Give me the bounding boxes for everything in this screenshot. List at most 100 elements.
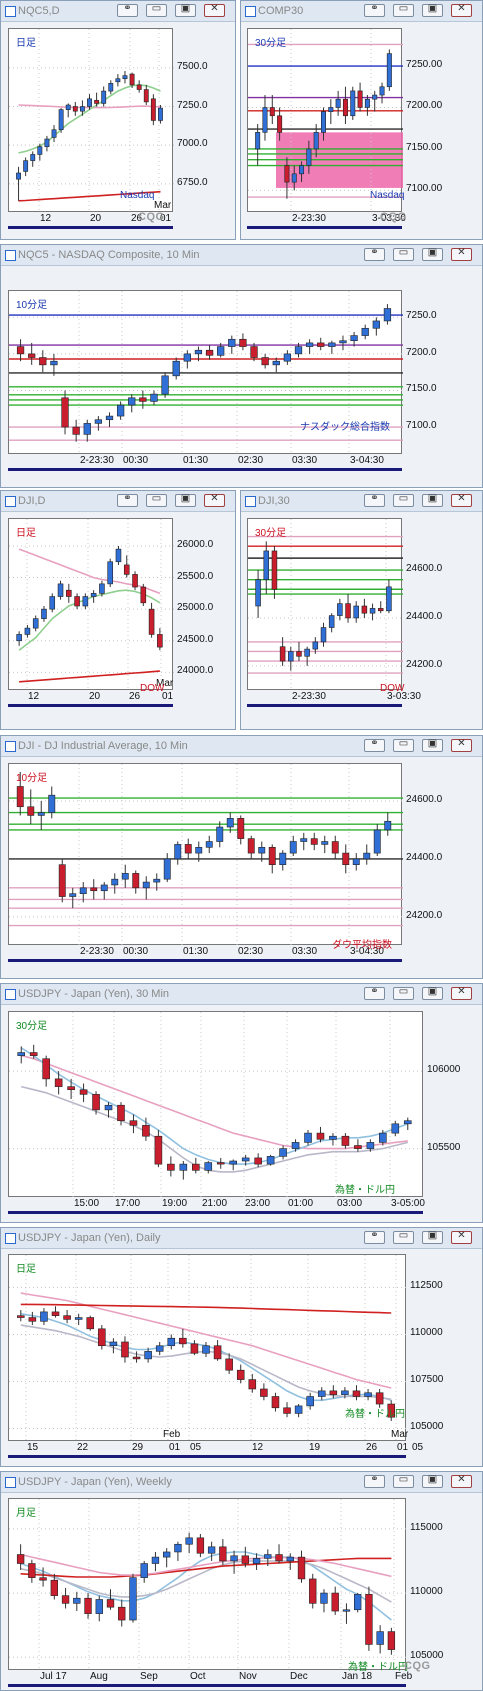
link-icon[interactable]: ⚭ (364, 247, 385, 261)
candle (185, 1537, 193, 1545)
candle (277, 115, 283, 133)
time-scrollbar[interactable] (8, 226, 173, 229)
candle (241, 1157, 250, 1162)
y-tick-label: 106000 (427, 1064, 461, 1076)
maximize-button[interactable]: ▣ (422, 1230, 443, 1244)
close-button[interactable]: ✕ (451, 738, 472, 752)
candle (99, 583, 105, 594)
minimize-button[interactable]: ▭ (393, 1230, 414, 1244)
candle (384, 820, 392, 831)
candle (157, 634, 163, 648)
maximize-button[interactable]: ▣ (175, 3, 196, 17)
minimize-button[interactable]: ▭ (393, 738, 414, 752)
link-icon[interactable]: ⚭ (117, 493, 138, 507)
plot-area[interactable] (247, 518, 403, 691)
title-bar[interactable]: USDJPY - Japan (Yen), Weekly ⚭ ▭ ▣ ✕ (1, 1472, 482, 1493)
plot-area[interactable] (8, 763, 403, 946)
title-bar[interactable]: COMP30 ⚭ ▭ ▣ ✕ (241, 1, 482, 22)
candle (163, 1551, 171, 1558)
close-button[interactable]: ✕ (451, 493, 472, 507)
close-button[interactable]: ✕ (451, 1474, 472, 1488)
minimize-button[interactable]: ▭ (393, 3, 414, 17)
candle (373, 829, 381, 854)
plot-area[interactable] (8, 518, 174, 691)
candle (291, 173, 297, 183)
title-bar[interactable]: DJI,30 ⚭ ▭ ▣ ✕ (241, 491, 482, 512)
time-scrollbar[interactable] (247, 226, 402, 229)
title-bar[interactable]: USDJPY - Japan (Yen), 30 Min ⚭ ▭ ▣ ✕ (1, 984, 482, 1005)
maximize-button[interactable]: ▣ (422, 986, 443, 1000)
link-icon[interactable]: ⚭ (364, 493, 385, 507)
minimize-button[interactable]: ▭ (146, 493, 167, 507)
maximize-button[interactable]: ▣ (422, 3, 443, 17)
title-bar[interactable]: USDJPY - Japan (Yen), Daily ⚭ ▭ ▣ ✕ (1, 1228, 482, 1249)
candle (16, 346, 25, 355)
time-scrollbar[interactable] (8, 704, 173, 707)
instrument-label: Nasdaq (120, 190, 155, 201)
minimize-button[interactable]: ▭ (146, 3, 167, 17)
title-bar[interactable]: NQC5 - NASDAQ Composite, 10 Min ⚭ ▭ ▣ ✕ (1, 245, 482, 266)
minimize-button[interactable]: ▭ (393, 493, 414, 507)
minimize-button[interactable]: ▭ (393, 247, 414, 261)
link-icon[interactable]: ⚭ (364, 1474, 385, 1488)
candle (23, 160, 29, 172)
candle (230, 1555, 238, 1562)
maximize-button[interactable]: ▣ (422, 493, 443, 507)
candle (143, 89, 149, 103)
candle (86, 1317, 95, 1330)
time-scrollbar[interactable] (8, 468, 402, 471)
maximize-button[interactable]: ▣ (422, 247, 443, 261)
time-scrollbar[interactable] (247, 704, 402, 707)
time-scrollbar[interactable] (8, 1684, 406, 1687)
x-tick-label: 12 (252, 1442, 264, 1453)
time-scrollbar[interactable] (8, 1211, 423, 1214)
candle (366, 1142, 375, 1149)
link-icon[interactable]: ⚭ (364, 738, 385, 752)
timeframe-label: 30分足 (255, 528, 287, 539)
maximize-button[interactable]: ▣ (175, 493, 196, 507)
timeframe-label: 30分足 (255, 38, 287, 49)
candlestick-chart (248, 29, 403, 213)
link-icon[interactable]: ⚭ (117, 3, 138, 17)
maximize-button[interactable]: ▣ (422, 1474, 443, 1488)
link-icon[interactable]: ⚭ (364, 986, 385, 1000)
candle (136, 84, 142, 90)
candle (32, 618, 39, 629)
close-button[interactable]: ✕ (451, 986, 472, 1000)
minimize-button[interactable]: ▭ (393, 986, 414, 1000)
link-icon[interactable]: ⚭ (364, 1230, 385, 1244)
plot-area[interactable] (247, 28, 403, 213)
time-scrollbar[interactable] (8, 1455, 406, 1458)
minimize-button[interactable]: ▭ (393, 1474, 414, 1488)
close-button[interactable]: ✕ (204, 3, 225, 17)
y-tick-label: 24400.0 (406, 610, 443, 622)
plot-area[interactable] (8, 28, 174, 213)
plot-area[interactable] (8, 1498, 407, 1671)
timeframe-label: 30分足 (16, 1021, 48, 1032)
close-button[interactable]: ✕ (451, 247, 472, 261)
plot-area[interactable] (8, 290, 403, 455)
x-tick-label: Nov (239, 1671, 257, 1682)
window-title: NQC5 - NASDAQ Composite, 10 Min (18, 249, 200, 261)
candle (316, 1132, 325, 1140)
close-button[interactable]: ✕ (451, 1230, 472, 1244)
x-tick-label: 2-23:30 (80, 946, 114, 957)
plot-area[interactable] (8, 1254, 407, 1442)
close-button[interactable]: ✕ (451, 3, 472, 17)
x-tick-label: 3-04:30 (350, 946, 384, 957)
y-tick-label: 25000.0 (177, 602, 214, 614)
plot-area[interactable] (8, 1011, 424, 1198)
maximize-button[interactable]: ▣ (422, 738, 443, 752)
y-tick-label: 7250.00 (406, 59, 443, 71)
time-scrollbar[interactable] (8, 959, 402, 962)
link-icon[interactable]: ⚭ (364, 3, 385, 17)
close-button[interactable]: ✕ (204, 493, 225, 507)
candle (361, 327, 369, 336)
candle (260, 1388, 268, 1397)
candle (321, 841, 329, 845)
title-bar[interactable]: DJI,D ⚭ ▭ ▣ ✕ (1, 491, 235, 512)
title-bar[interactable]: DJI - DJ Industrial Average, 10 Min ⚭ ▭ ▣ ✕ (1, 736, 482, 757)
title-bar[interactable]: NQC5,D ⚭ ▭ ▣ ✕ (1, 1, 235, 22)
candle (49, 596, 56, 610)
y-tick-label: 24200.0 (406, 658, 443, 670)
